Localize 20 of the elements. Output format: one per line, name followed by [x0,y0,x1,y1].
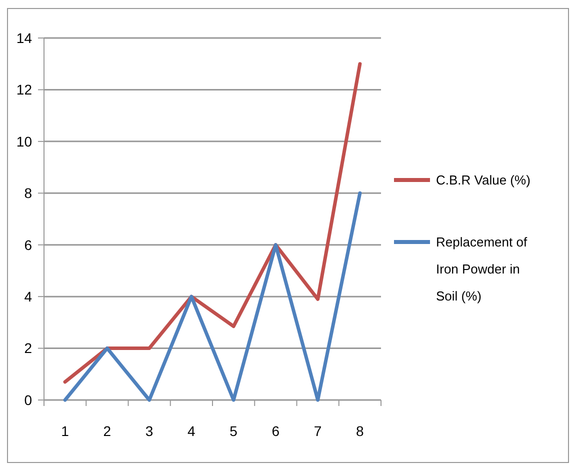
x-tick-label: 2 [103,423,112,439]
y-tick-label: 6 [24,236,32,253]
y-tick-label: 8 [24,185,32,202]
line-series [63,191,362,402]
x-tick-label: 5 [230,423,238,439]
y-tick-label: 12 [16,82,32,98]
x-tick-label: 1 [61,423,70,439]
x-tick-label: 3 [145,423,154,439]
y-tick-label: 2 [24,340,32,356]
x-tick-label: 4 [188,423,196,439]
legend-label: Replacement of Iron Powder in Soil (%) [436,234,528,304]
x-tick-label: 8 [356,423,364,439]
line-series [63,62,362,384]
y-tick-label: 0 [24,392,32,408]
x-tick-label: 6 [272,423,280,439]
y-tick-label: 4 [24,288,32,304]
legend-label: C.B.R Value (%) [436,172,530,188]
y-tick-label: 14 [16,30,32,46]
x-tick-label: 7 [314,423,322,439]
y-tick-label: 10 [16,133,32,150]
